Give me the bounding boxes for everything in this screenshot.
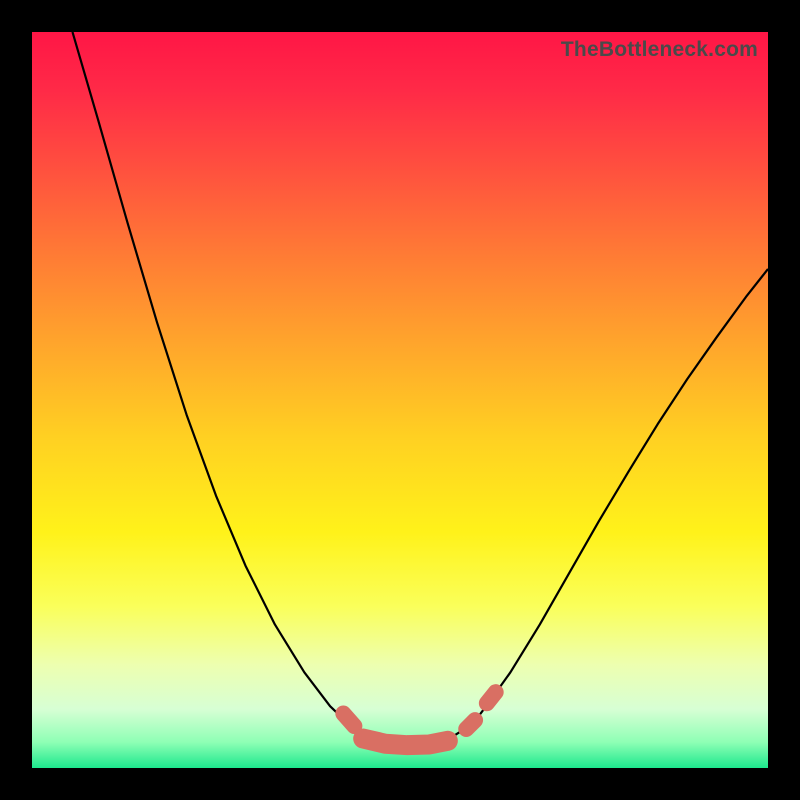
highlight-segments (343, 692, 495, 745)
highlight-segment (343, 714, 354, 727)
highlight-segment (363, 739, 448, 746)
watermark-text: TheBottleneck.com (561, 38, 758, 62)
highlight-segment (487, 692, 496, 703)
chart-frame: TheBottleneck.com (0, 0, 800, 800)
plot-area: TheBottleneck.com (32, 32, 768, 768)
curve-layer (32, 32, 768, 768)
bottleneck-curve (72, 32, 768, 744)
highlight-segment (466, 720, 475, 729)
